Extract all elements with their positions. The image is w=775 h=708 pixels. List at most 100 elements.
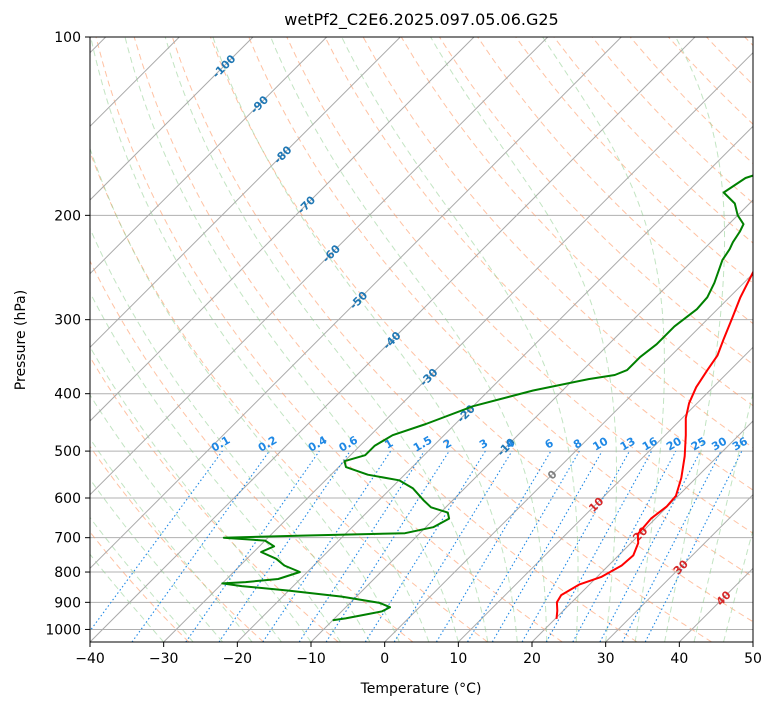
isotherm-line: [752, 641, 753, 642]
moist-adiabat-line: [90, 553, 165, 642]
x-tick-label: 0: [380, 651, 389, 667]
moist-adiabat-line: [430, 37, 617, 642]
dry-adiabat-line: [286, 37, 753, 534]
mixing-ratio-line: [572, 450, 677, 642]
chart-title: wetPf2_C2E6.2025.097.05.06.G25: [284, 10, 559, 29]
y-tick-label: 400: [54, 387, 81, 403]
mixing-ratio-line: [185, 450, 320, 642]
x-tick-label: 40: [670, 651, 688, 667]
x-tick-label: 50: [744, 651, 762, 667]
moist-adiabat-line: [124, 37, 459, 642]
moist-adiabat-line: [90, 394, 282, 642]
mixing-ratio-line: [393, 450, 513, 642]
dry-adiabat-line: [90, 259, 414, 642]
temperature-profile-line: [555, 270, 753, 619]
isotherm-line: [90, 37, 401, 349]
moist-adiabat-line: [90, 478, 223, 642]
dry-adiabat-line: [90, 150, 488, 642]
mixing-ratio-line: [90, 450, 223, 632]
mixing-ratio-line: [298, 450, 425, 642]
x-axis-ticks: −40 −30 −20 −10 0 10 20 30 40 50: [75, 642, 762, 667]
mixing-ratio-line: [545, 450, 653, 642]
y-tick-label: 100: [54, 30, 81, 46]
isotherm-line: [605, 493, 753, 642]
mixing-ratio-line: [325, 450, 450, 642]
y-tick-label: 700: [54, 531, 81, 547]
moist-adiabat-line: [270, 37, 548, 642]
dry-adiabat-line: [90, 445, 264, 642]
dry-adiabat-line: [210, 37, 753, 623]
dry-adiabat-line: [171, 37, 712, 642]
y-tick-label: 1000: [45, 622, 81, 638]
mixing-ratio-line: [644, 450, 743, 642]
x-tick-label: 10: [449, 651, 467, 667]
dry-adiabat-line: [744, 37, 753, 47]
dry-adiabat-line: [477, 37, 753, 325]
x-tick-label: −40: [75, 651, 105, 667]
x-tick-label: −20: [223, 651, 253, 667]
moist-adiabat-line: [212, 37, 518, 642]
isotherm-line: [384, 272, 753, 642]
moist-adiabat-line: [693, 390, 753, 642]
x-tick-label: 20: [523, 651, 541, 667]
mixing-ratio-line: [364, 450, 486, 642]
y-tick-label: 200: [54, 208, 81, 224]
dry-adiabat-line: [515, 37, 753, 284]
moist-adiabat-line: [164, 37, 489, 642]
y-axis-label: Pressure (hPa): [13, 290, 29, 390]
dry-adiabat-line: [95, 37, 563, 642]
dry-adiabat-line: [90, 356, 339, 642]
moist-adiabat-line: [90, 37, 430, 642]
y-tick-label: 600: [54, 491, 81, 507]
isotherm-line: [163, 51, 753, 642]
mixing-ratio-line: [435, 450, 552, 642]
moist-adiabat-line: [723, 528, 753, 642]
dry-adiabat-line: [438, 37, 753, 366]
moist-adiabat-line: [90, 291, 341, 642]
y-tick-label: 500: [54, 444, 81, 460]
isotherm-label: -80: [271, 143, 294, 166]
isotherm-line: [90, 37, 254, 201]
moist-adiabat-line: [664, 37, 726, 642]
moist-adiabat-line: [341, 37, 579, 642]
plot-frame: [89, 36, 754, 643]
moist-adiabat-line: [542, 37, 665, 642]
moist-adiabat-line: [90, 147, 400, 642]
dry-adiabat-line: [324, 37, 753, 491]
isotherm-line: [310, 199, 753, 642]
isotherm-line: [457, 346, 753, 642]
y-axis-ticks: 1000 900 800 700 600 500 400 300 200 100: [45, 30, 90, 638]
isotherm-line: [531, 420, 753, 642]
mixing-ratio-line: [218, 450, 351, 642]
x-tick-label: 30: [597, 651, 615, 667]
moist-adiabat-line: [90, 516, 194, 642]
isotherm-line: [90, 37, 622, 570]
isotherm-label: -100: [210, 52, 239, 81]
mixing-ratio-line: [467, 450, 580, 642]
x-tick-label: −10: [296, 651, 326, 667]
mixing-ratio-label: 2: [441, 437, 454, 452]
dewpoint-profile-line: [221, 174, 753, 622]
mixing-ratio-label: 6: [543, 436, 556, 451]
isotherm-label: -70: [295, 193, 318, 216]
isotherm-line: [90, 37, 696, 642]
dry-adiabat-line: [248, 37, 753, 578]
dry-adiabat-line: [668, 37, 753, 125]
mixing-ratio-line: [491, 450, 603, 642]
moist-adiabat-line: [90, 437, 253, 642]
x-axis-label: Temperature (°C): [360, 681, 482, 697]
isotherm-line: [678, 567, 753, 642]
profiles: [221, 174, 753, 622]
moist-adiabat-line: [90, 227, 371, 642]
x-tick-label: −30: [149, 651, 179, 667]
isotherm-line: [90, 37, 549, 496]
isotherm-line: [90, 37, 328, 275]
y-tick-label: 800: [54, 565, 81, 581]
y-tick-label: 900: [54, 595, 81, 611]
background-lines: [90, 37, 753, 642]
y-tick-label: 300: [54, 313, 81, 329]
pressure-gridlines: [90, 36, 753, 630]
isotherm-line: [90, 37, 475, 422]
mixing-ratio-line: [521, 450, 630, 642]
